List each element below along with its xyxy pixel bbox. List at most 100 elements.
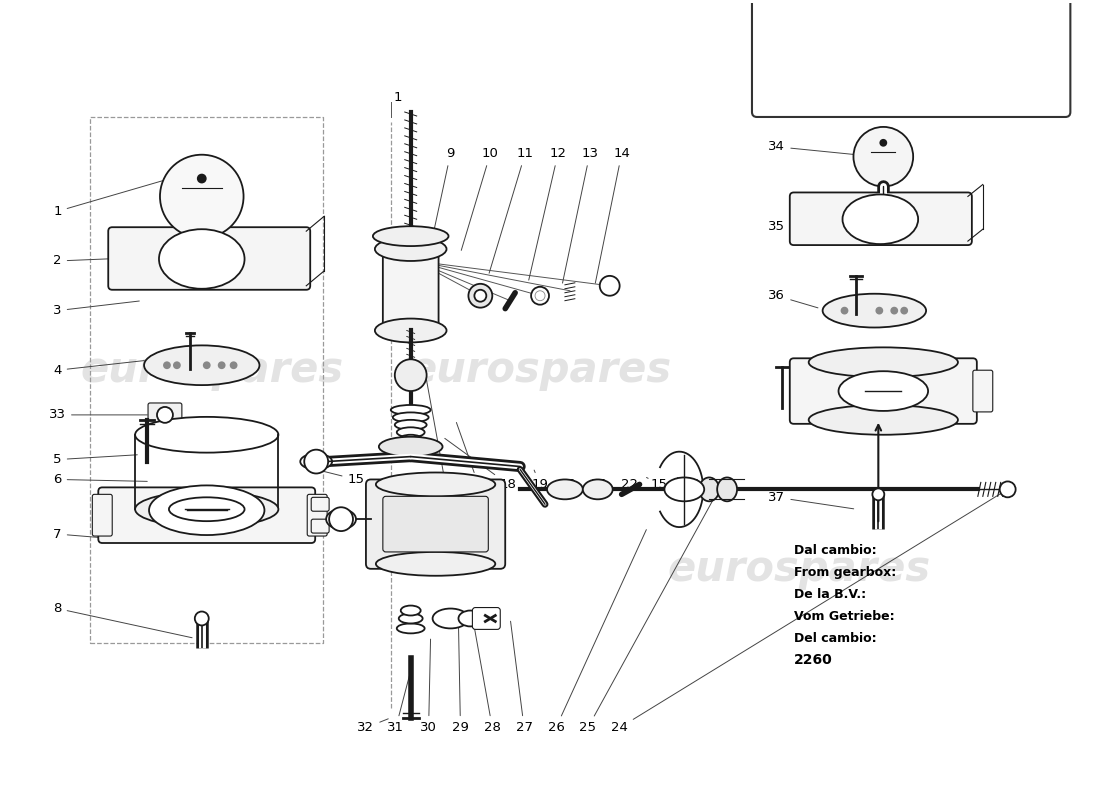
Ellipse shape xyxy=(300,454,332,470)
Text: 28: 28 xyxy=(473,619,500,734)
FancyBboxPatch shape xyxy=(972,370,993,412)
Circle shape xyxy=(329,507,353,531)
Text: 1: 1 xyxy=(53,178,174,218)
Ellipse shape xyxy=(583,479,613,499)
Text: 15: 15 xyxy=(647,478,668,491)
Text: 26: 26 xyxy=(548,530,647,734)
Ellipse shape xyxy=(135,417,278,453)
Circle shape xyxy=(164,362,169,368)
Ellipse shape xyxy=(376,473,495,496)
Circle shape xyxy=(231,362,236,368)
Text: 6: 6 xyxy=(53,473,147,486)
Ellipse shape xyxy=(547,479,583,499)
Ellipse shape xyxy=(326,510,356,529)
Ellipse shape xyxy=(395,420,427,430)
FancyBboxPatch shape xyxy=(383,246,439,334)
Circle shape xyxy=(535,290,544,301)
Text: 30: 30 xyxy=(420,639,437,734)
Ellipse shape xyxy=(838,371,928,411)
Ellipse shape xyxy=(375,318,447,342)
Text: Del cambio:: Del cambio: xyxy=(794,632,877,645)
Ellipse shape xyxy=(375,237,447,261)
Text: 35: 35 xyxy=(768,220,796,238)
FancyBboxPatch shape xyxy=(92,494,112,536)
Text: 29: 29 xyxy=(452,626,469,734)
Ellipse shape xyxy=(700,478,719,502)
Text: 21: 21 xyxy=(591,478,608,491)
FancyBboxPatch shape xyxy=(148,403,182,427)
Circle shape xyxy=(531,286,549,305)
Text: 20: 20 xyxy=(560,478,576,491)
Ellipse shape xyxy=(169,498,244,521)
Text: Dal cambio:: Dal cambio: xyxy=(794,545,877,558)
Ellipse shape xyxy=(432,609,469,629)
Circle shape xyxy=(160,154,243,238)
Circle shape xyxy=(395,359,427,391)
FancyBboxPatch shape xyxy=(307,494,327,536)
Text: 9: 9 xyxy=(431,147,454,243)
Ellipse shape xyxy=(378,437,442,457)
Text: Vom Getriebe:: Vom Getriebe: xyxy=(794,610,894,623)
FancyBboxPatch shape xyxy=(311,498,329,511)
Ellipse shape xyxy=(399,434,422,445)
Circle shape xyxy=(880,140,887,146)
Text: 34: 34 xyxy=(769,140,854,154)
Ellipse shape xyxy=(376,552,495,576)
Text: 32: 32 xyxy=(358,719,388,734)
Text: eurospares: eurospares xyxy=(80,350,343,391)
Circle shape xyxy=(901,308,908,314)
Ellipse shape xyxy=(400,606,420,615)
Circle shape xyxy=(157,407,173,423)
Text: 2260: 2260 xyxy=(794,653,833,667)
Circle shape xyxy=(219,362,224,368)
Text: 31: 31 xyxy=(387,666,412,734)
Circle shape xyxy=(854,127,913,186)
Text: 24: 24 xyxy=(612,494,1000,734)
Ellipse shape xyxy=(808,405,958,434)
Text: 33: 33 xyxy=(50,408,147,422)
Text: eurospares: eurospares xyxy=(408,350,672,391)
Ellipse shape xyxy=(808,347,958,377)
FancyBboxPatch shape xyxy=(383,496,488,552)
FancyBboxPatch shape xyxy=(790,193,972,245)
Circle shape xyxy=(195,611,209,626)
FancyBboxPatch shape xyxy=(366,479,505,569)
Text: 1: 1 xyxy=(394,90,403,104)
Ellipse shape xyxy=(148,486,264,535)
Circle shape xyxy=(474,290,486,302)
Text: 16: 16 xyxy=(426,378,454,491)
Text: 2: 2 xyxy=(53,254,174,267)
Circle shape xyxy=(872,488,884,500)
Ellipse shape xyxy=(459,610,482,626)
Ellipse shape xyxy=(390,405,430,415)
Ellipse shape xyxy=(397,427,425,438)
Text: 22: 22 xyxy=(621,478,638,491)
Text: De la B.V.:: De la B.V.: xyxy=(794,588,866,601)
Ellipse shape xyxy=(144,346,260,385)
FancyBboxPatch shape xyxy=(472,607,500,630)
Text: 37: 37 xyxy=(768,491,854,509)
FancyBboxPatch shape xyxy=(98,487,316,543)
Text: 11: 11 xyxy=(490,147,534,274)
Ellipse shape xyxy=(717,478,737,502)
Ellipse shape xyxy=(823,294,926,327)
Text: 5: 5 xyxy=(53,453,138,466)
Circle shape xyxy=(469,284,493,308)
Text: 13: 13 xyxy=(562,147,598,283)
Text: 36: 36 xyxy=(769,290,818,308)
Circle shape xyxy=(204,362,210,368)
Ellipse shape xyxy=(135,491,278,527)
Text: 8: 8 xyxy=(53,602,192,638)
FancyBboxPatch shape xyxy=(108,227,310,290)
Text: eurospares: eurospares xyxy=(668,548,931,590)
Text: 3: 3 xyxy=(53,301,140,317)
Circle shape xyxy=(1000,482,1015,498)
Circle shape xyxy=(877,308,882,314)
Text: 27: 27 xyxy=(510,622,532,734)
Text: 15: 15 xyxy=(319,470,364,486)
Circle shape xyxy=(891,308,898,314)
Ellipse shape xyxy=(397,623,425,634)
Text: 4: 4 xyxy=(53,361,144,377)
Circle shape xyxy=(842,308,847,314)
FancyBboxPatch shape xyxy=(752,0,1070,117)
